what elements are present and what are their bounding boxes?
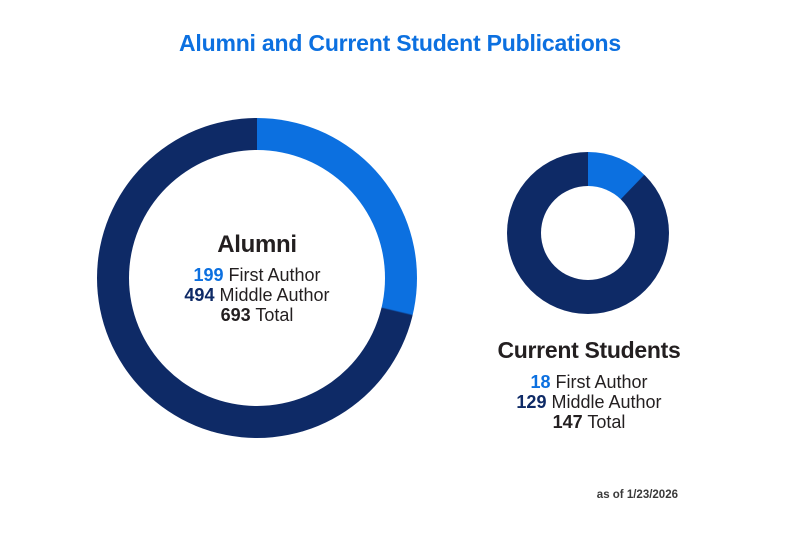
current-students-stats-block: Current Students 18 First Author 129 Mid… xyxy=(448,337,730,432)
current-students-total-label: Total xyxy=(587,412,626,432)
chart-title: Alumni and Current Student Publications xyxy=(179,30,621,56)
alumni-donut-chart: Alumni 199 First Author 494 Middle Autho… xyxy=(97,118,417,438)
current-students-heading: Current Students xyxy=(497,337,681,363)
alumni-total-value: 693 xyxy=(220,305,251,325)
current-students-middle-author-value: 129 xyxy=(516,392,547,412)
current-students-donut-center xyxy=(541,186,635,280)
current-students-total-stat: 147 Total xyxy=(448,412,730,432)
current-students-total-value: 147 xyxy=(552,412,583,432)
alumni-middle-author-value: 494 xyxy=(184,285,215,305)
as-of-date: as of 1/23/2026 xyxy=(596,489,678,501)
current-students-first-author-value: 18 xyxy=(530,372,551,392)
alumni-donut-center: Alumni 199 First Author 494 Middle Autho… xyxy=(129,150,385,406)
alumni-first-author-value: 199 xyxy=(193,265,224,285)
alumni-total-stat: 693 Total xyxy=(221,305,294,325)
current-students-first-author-label: First Author xyxy=(555,372,648,392)
current-students-middle-author-stat: 129 Middle Author xyxy=(448,392,730,412)
alumni-first-author-stat: 199 First Author xyxy=(193,265,320,285)
current-students-donut-chart xyxy=(507,152,669,314)
alumni-first-author-label: First Author xyxy=(228,265,321,285)
alumni-middle-author-stat: 494 Middle Author xyxy=(184,285,329,305)
alumni-middle-author-label: Middle Author xyxy=(219,285,330,305)
current-students-middle-author-label: Middle Author xyxy=(551,392,662,412)
alumni-heading: Alumni xyxy=(217,231,297,258)
current-students-first-author-stat: 18 First Author xyxy=(448,372,730,392)
alumni-total-label: Total xyxy=(255,305,294,325)
